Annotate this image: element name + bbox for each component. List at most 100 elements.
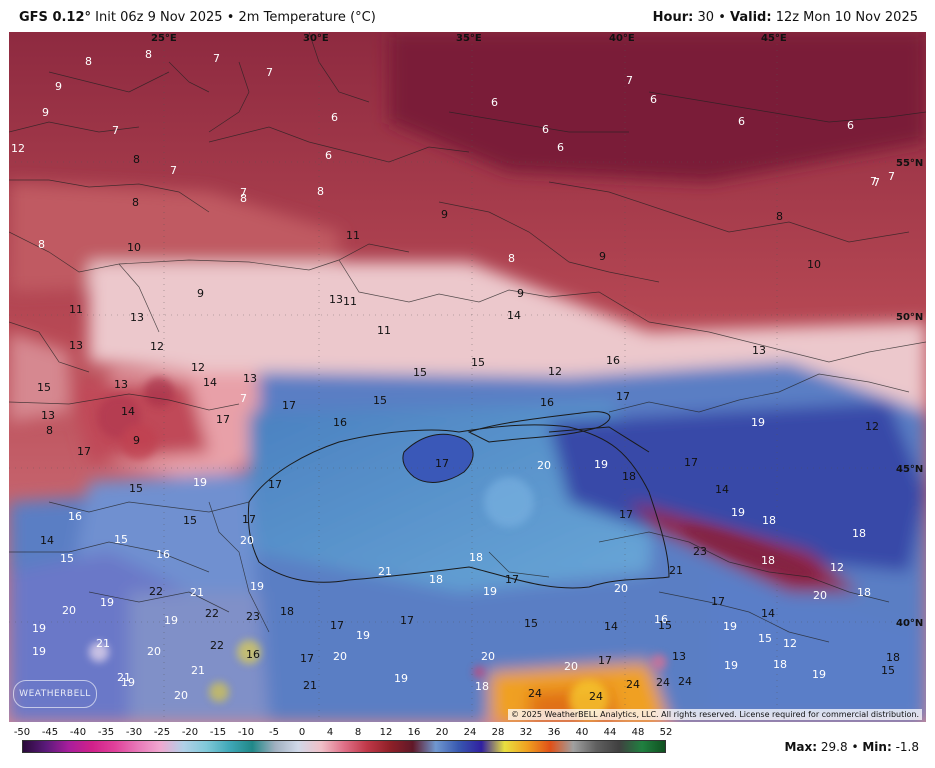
temperature-label: 7 [870, 175, 877, 188]
temperature-label: 9 [441, 208, 448, 221]
temperature-label: 19 [121, 676, 135, 689]
temperature-label: 9 [517, 287, 524, 300]
temperature-label: 7 [240, 186, 247, 199]
temperature-label: 11 [69, 303, 83, 316]
temperature-label: 13 [752, 344, 766, 357]
lon-label: 25°E [151, 33, 177, 44]
temperature-label: 13 [69, 339, 83, 352]
temperature-label: 19 [100, 596, 114, 609]
colorbar-tick: 44 [603, 727, 617, 738]
temperature-label: 7 [873, 176, 880, 189]
temperature-label: 17 [435, 457, 449, 470]
temperature-label: 18 [475, 680, 489, 693]
temperature-label: 19 [164, 614, 178, 627]
header-bar: GFS 0.12° Init 06z 9 Nov 2025 • 2m Tempe… [0, 0, 935, 32]
temperature-label: 18 [857, 586, 871, 599]
temperature-label: 15 [413, 366, 427, 379]
temperature-label: 19 [751, 416, 765, 429]
latitude-labels: 55°N 50°N 45°N 40°N [896, 158, 923, 629]
field-name: 2m Temperature (°C) [238, 10, 376, 25]
temperature-label: 21 [378, 565, 392, 578]
colorbar-tick: 52 [659, 727, 673, 738]
temperature-label: 24 [589, 690, 603, 703]
temperature-label: 8 [776, 210, 783, 223]
borders [9, 32, 926, 643]
forecast-hour: 30 [697, 10, 715, 25]
temperature-label: 23 [246, 610, 260, 623]
temperature-label: 10 [127, 241, 141, 254]
temperature-label: 17 [711, 595, 725, 608]
temperature-label: 8 [38, 238, 45, 251]
temperature-label: 19 [724, 659, 738, 672]
colorbar-tick: 48 [631, 727, 645, 738]
temperature-label: 16 [246, 648, 260, 661]
temperature-label: 16 [654, 613, 668, 626]
temperature-label: 6 [491, 96, 498, 109]
temperature-label: 14 [761, 607, 775, 620]
copyright-notice: © 2025 WeatherBELL Analytics, LLC. All r… [508, 709, 922, 720]
temperature-label: 9 [599, 250, 606, 263]
temperature-label: 14 [203, 376, 217, 389]
temperature-label: 19 [32, 622, 46, 635]
temperature-colorbar [22, 740, 666, 753]
temperature-label: 7 [266, 66, 273, 79]
temperature-label: 17 [77, 445, 91, 458]
temperature-label: 13 [41, 409, 55, 422]
temperature-label: 22 [210, 639, 224, 652]
temperature-label: 19 [193, 476, 207, 489]
temperature-label: 16 [333, 416, 347, 429]
temperature-label: 24 [626, 678, 640, 691]
colorbar-tick: 4 [326, 727, 334, 738]
colorbar-tick: 28 [491, 727, 505, 738]
temperature-label: 8 [133, 153, 140, 166]
temperature-label: 9 [55, 80, 62, 93]
temperature-label: 17 [598, 654, 612, 667]
temperature-label: 12 [783, 637, 797, 650]
temperature-label: 17 [268, 478, 282, 491]
temperature-label: 7 [170, 164, 177, 177]
init-time: Init 06z 9 Nov 2025 [95, 10, 223, 25]
temperature-label: 17 [400, 614, 414, 627]
temperature-label: 10 [807, 258, 821, 271]
temperature-label: 21 [191, 664, 205, 677]
temperature-label: 14 [121, 405, 135, 418]
temperature-label: 17 [216, 413, 230, 426]
colorbar-tick: -25 [153, 727, 171, 738]
min-value: -1.8 [895, 740, 919, 754]
temperature-label: 12 [865, 420, 879, 433]
temperature-label: 24 [656, 676, 670, 689]
temperature-map[interactable]: 25°E 30°E 35°E 40°E 45°E 55°N 50°N 45°N … [9, 32, 926, 722]
temperature-label: 20 [62, 604, 76, 617]
temperature-label: 17 [684, 456, 698, 469]
map-canvas: 25°E 30°E 35°E 40°E 45°E 55°N 50°N 45°N … [9, 32, 926, 722]
temperature-label: 17 [242, 513, 256, 526]
temperature-label: 13 [243, 372, 257, 385]
map-title: GFS 0.12° Init 06z 9 Nov 2025 • 2m Tempe… [19, 10, 376, 25]
temperature-label: 21 [303, 679, 317, 692]
max-value: 29.8 [820, 740, 848, 754]
colorbar-tick: -35 [97, 727, 115, 738]
temperature-label: 19 [594, 458, 608, 471]
temperature-label: 11 [343, 295, 357, 308]
colorbar-tick: 16 [407, 727, 421, 738]
temperature-label: 13 [329, 293, 343, 306]
colorbar-tick: 40 [575, 727, 589, 738]
temperature-label: 17 [282, 399, 296, 412]
temperature-label: 18 [469, 551, 483, 564]
temperature-label: 18 [280, 605, 294, 618]
temperature-label: 7 [112, 124, 119, 137]
temperature-label: 22 [149, 585, 163, 598]
temperature-label: 18 [429, 573, 443, 586]
colorbar-tick: 8 [354, 727, 362, 738]
temperature-label: 21 [190, 586, 204, 599]
temperature-label: 20 [147, 645, 161, 658]
temperature-label: 19 [32, 645, 46, 658]
temperature-label: 15 [471, 356, 485, 369]
lat-label: 40°N [896, 618, 923, 629]
temperature-label: 20 [614, 582, 628, 595]
temperature-label: 13 [672, 650, 686, 663]
temperature-label: 15 [758, 632, 772, 645]
temperature-label: 14 [507, 309, 521, 322]
temperature-label: 6 [738, 115, 745, 128]
weatherbell-logo: WEATHERBELL [13, 680, 97, 708]
